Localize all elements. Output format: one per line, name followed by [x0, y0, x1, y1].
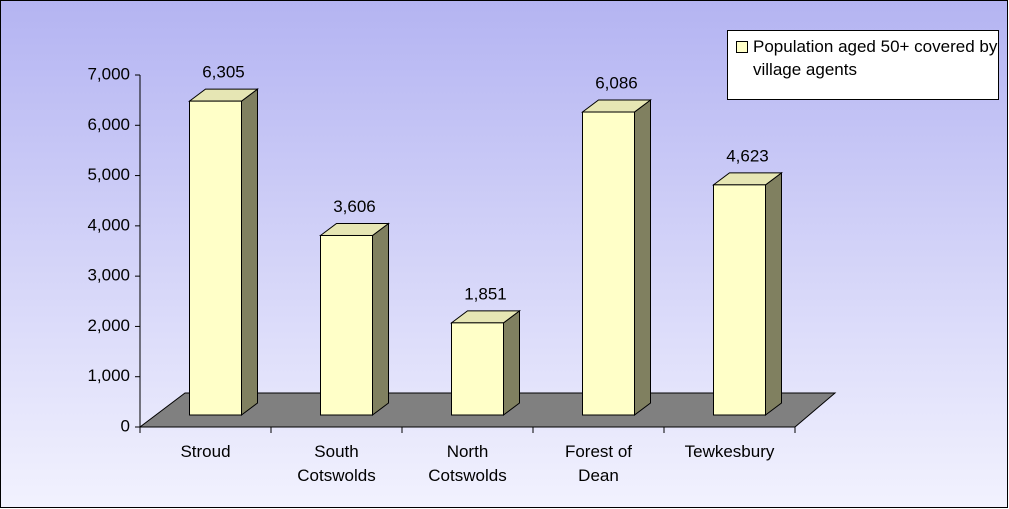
bar [713, 184, 766, 416]
bar-side [372, 222, 389, 416]
x-tick-label: South Cotswolds [297, 442, 376, 485]
y-tick-label: 3,000 [87, 266, 130, 285]
y-tick-label: 1,000 [87, 366, 130, 385]
data-label: 6,305 [202, 63, 245, 82]
bar-side [634, 99, 651, 416]
y-tick-label: 4,000 [87, 215, 130, 234]
bar-side [503, 309, 520, 416]
bar [582, 111, 635, 416]
data-label: 4,623 [726, 146, 769, 165]
legend-swatch [736, 41, 748, 53]
y-tick-label: 7,000 [87, 64, 130, 83]
y-tick-label: 0 [121, 416, 130, 435]
legend: Population aged 50+ covered by village a… [727, 30, 999, 100]
data-label: 6,086 [595, 74, 638, 93]
bar-side [241, 88, 258, 416]
y-tick-label: 6,000 [87, 115, 130, 134]
data-label: 1,851 [464, 284, 507, 303]
x-tick-label: Tewkesbury [684, 442, 775, 461]
legend-label: Population aged 50+ covered by village a… [753, 37, 998, 79]
x-tick-label: Stroud [180, 442, 231, 461]
y-tick-label: 5,000 [87, 165, 130, 184]
data-label: 3,606 [333, 197, 376, 216]
x-tick-label: Forest of Dean [564, 442, 633, 485]
x-tick-label: North Cotswolds [428, 442, 507, 485]
bar [451, 322, 504, 416]
bar-side [765, 171, 782, 416]
bar [320, 234, 373, 416]
y-tick-label: 2,000 [87, 316, 130, 335]
bar [189, 100, 242, 416]
